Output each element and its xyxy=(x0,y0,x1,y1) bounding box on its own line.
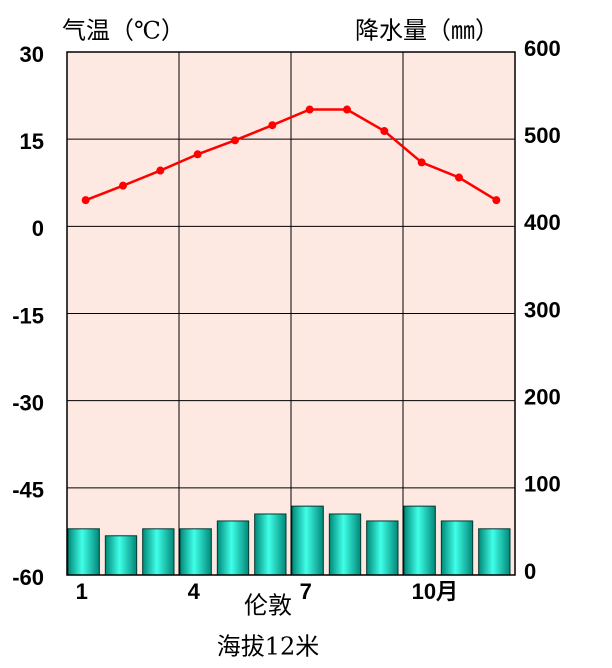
temperature-point xyxy=(268,121,277,130)
precipitation-bar xyxy=(366,520,399,576)
precipitation-bar xyxy=(291,505,324,576)
temperature-point xyxy=(231,136,239,145)
y2-tick-label: 400 xyxy=(524,210,561,235)
y-tick-label: -45 xyxy=(12,478,44,503)
y2-tick-label: 0 xyxy=(524,559,536,584)
x-tick-label: 1 xyxy=(76,579,88,604)
subcaption: 海拔12米 xyxy=(217,633,320,661)
precipitation-bar xyxy=(440,520,474,576)
temperature-point xyxy=(455,173,463,182)
temperature-point xyxy=(81,196,90,205)
temperature-point xyxy=(417,158,426,167)
temperature-point xyxy=(305,105,314,114)
y2-axis-label: 降水量（㎜） xyxy=(355,17,499,45)
precipitation-bar xyxy=(254,513,287,576)
temperature-point xyxy=(193,150,202,159)
y2-tick-label: 200 xyxy=(524,384,561,409)
temperature-line xyxy=(85,108,497,202)
temperature-point xyxy=(156,166,165,175)
precipitation-bar xyxy=(142,528,175,576)
y2-tick-label: 500 xyxy=(524,123,561,148)
temperature-point xyxy=(492,196,501,205)
y-tick-label: 15 xyxy=(20,129,44,154)
x-tick-label: 10月 xyxy=(412,579,458,604)
x-tick-label: 7 xyxy=(300,579,312,604)
precipitation-bar xyxy=(478,528,511,576)
precipitation-bar xyxy=(104,535,138,576)
precipitation-bar xyxy=(179,528,212,576)
y-tick-label: -15 xyxy=(12,303,44,328)
y2-tick-label: 600 xyxy=(524,36,561,61)
y-tick-label: 0 xyxy=(32,216,44,241)
x-tick-label: 4 xyxy=(188,579,201,604)
temperature-point xyxy=(343,105,351,114)
y-tick-label: 30 xyxy=(20,42,44,67)
y2-tick-label: 300 xyxy=(524,297,561,322)
temperature-point xyxy=(380,127,389,136)
y-tick-label: -30 xyxy=(12,390,44,415)
precipitation-bar xyxy=(328,513,362,576)
y2-tick-label: 100 xyxy=(524,472,561,497)
y-axis-label: 气温（℃） xyxy=(62,17,185,45)
y-tick-label: -60 xyxy=(12,565,44,590)
precipitation-bar xyxy=(216,520,250,576)
caption: 伦敦 xyxy=(244,592,292,620)
precipitation-bar xyxy=(403,505,436,576)
temperature-point xyxy=(119,181,127,190)
plot-frame xyxy=(66,51,516,576)
precipitation-bar xyxy=(67,528,100,576)
